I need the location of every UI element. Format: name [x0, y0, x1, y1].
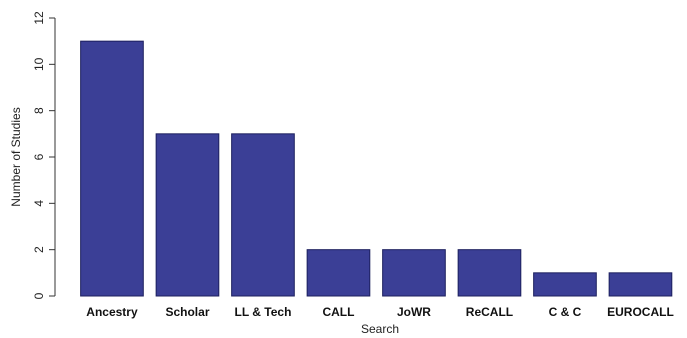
- y-tick-label: 4: [32, 200, 46, 207]
- x-tick-label: CALL: [322, 305, 354, 319]
- bar-ancestry: [80, 40, 144, 297]
- x-axis-title: Search: [361, 322, 399, 336]
- bar-ll-tech: [231, 133, 295, 297]
- bar-scholar: [155, 133, 220, 297]
- bars: [80, 40, 673, 297]
- x-axis-labels: Ancestry Scholar LL & Tech CALL JoWR ReCALL C …: [86, 305, 674, 319]
- x-tick-label: ReCALL: [466, 305, 513, 319]
- y-axis: 0 2 4 6 8 10 12: [32, 11, 56, 299]
- y-tick-label: 10: [32, 57, 46, 71]
- x-tick-label: EUROCALL: [607, 305, 674, 319]
- y-tick-label: 8: [32, 107, 46, 114]
- bar-eurocall: [608, 272, 673, 297]
- bar-c-c: [533, 272, 597, 297]
- x-tick-label: LL & Tech: [235, 305, 292, 319]
- bar-call: [306, 249, 371, 297]
- y-tick-label: 2: [32, 246, 46, 253]
- y-axis-title: Number of Studies: [9, 107, 23, 206]
- y-tick-label: 6: [32, 153, 46, 160]
- x-tick-label: Ancestry: [86, 305, 138, 319]
- bar-recall: [457, 249, 522, 297]
- x-tick-label: JoWR: [397, 305, 431, 319]
- y-tick-label: 12: [32, 11, 46, 25]
- y-tick-label: 0: [32, 292, 46, 299]
- x-tick-label: Scholar: [165, 305, 209, 319]
- bar-jowr: [382, 249, 446, 297]
- x-tick-label: C & C: [549, 305, 582, 319]
